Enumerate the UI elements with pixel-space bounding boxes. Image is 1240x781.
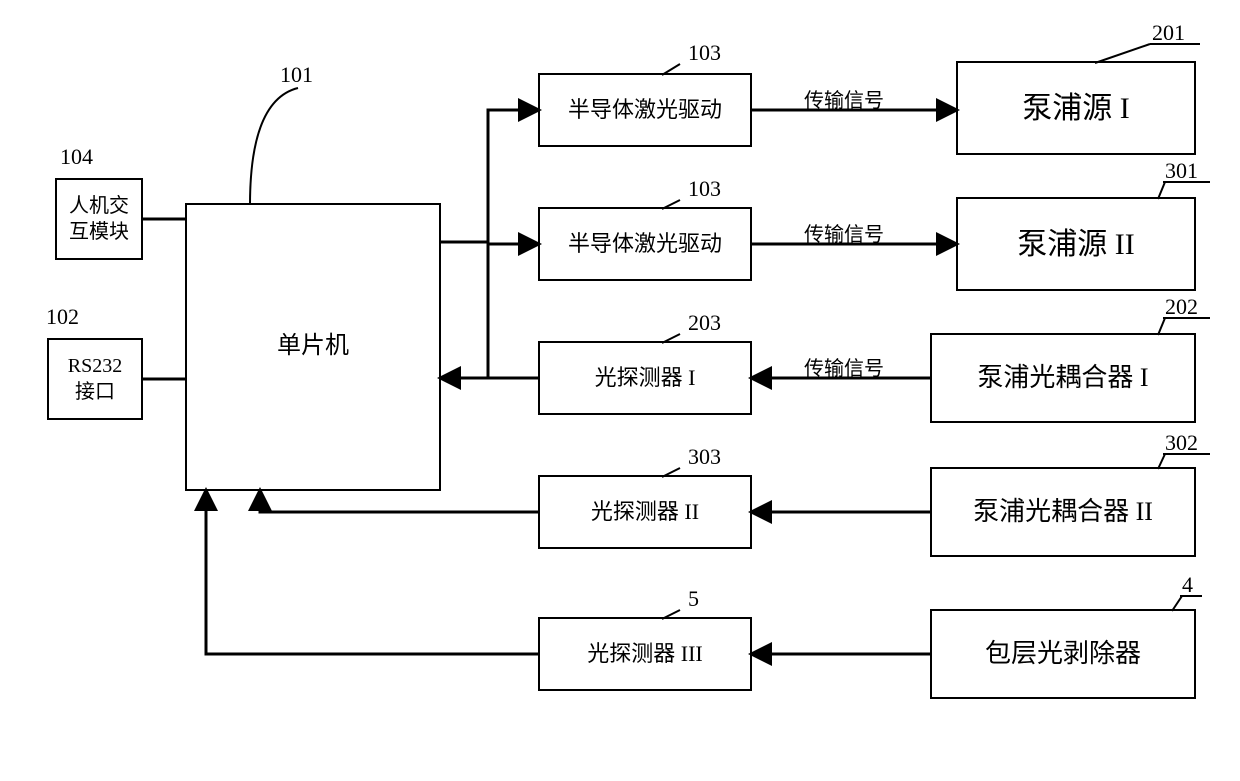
box-pump2: 泵浦源 II	[956, 197, 1196, 291]
ref-pump1: 201	[1152, 20, 1185, 46]
ref-rs232: 102	[46, 304, 79, 330]
ref-driver1-text: 103	[688, 40, 721, 65]
ref-coupler1: 202	[1165, 294, 1198, 320]
box-driver1: 半导体激光驱动	[538, 73, 752, 147]
box-pd3-label: 光探测器 III	[587, 640, 702, 669]
edge-label-driver1-pump1-text: 传输信号	[804, 90, 884, 112]
box-pump1: 泵浦源 I	[956, 61, 1196, 155]
ref-mcu: 101	[280, 62, 313, 88]
edge-label-driver2-pump2-text: 传输信号	[804, 224, 884, 246]
box-stripper-label: 包层光剥除器	[985, 637, 1141, 671]
ref-driver2-text: 103	[688, 176, 721, 201]
ref-pd3-text: 5	[688, 586, 699, 611]
ref-mcu-text: 101	[280, 62, 313, 87]
ref-pd2-text: 303	[688, 444, 721, 469]
ref-driver2: 103	[688, 176, 721, 202]
ref-stripper: 4	[1182, 572, 1193, 598]
box-stripper: 包层光剥除器	[930, 609, 1196, 699]
box-driver2-label: 半导体激光驱动	[568, 230, 722, 259]
ref-pd1-text: 203	[688, 310, 721, 335]
box-driver2: 半导体激光驱动	[538, 207, 752, 281]
ref-coupler1-text: 202	[1165, 294, 1198, 319]
box-rs232: RS232 接口	[47, 338, 143, 420]
edge-mcu-driver1	[441, 110, 538, 242]
box-coupler2-label: 泵浦光耦合器 II	[973, 495, 1153, 529]
ref-pump1-text: 201	[1152, 20, 1185, 45]
box-pd1-label: 光探测器 I	[595, 364, 696, 393]
edge-pd3-mcu	[206, 491, 538, 654]
edge-label-coupler1-pd1: 传输信号	[804, 352, 884, 381]
box-coupler2: 泵浦光耦合器 II	[930, 467, 1196, 557]
ref-driver1: 103	[688, 40, 721, 66]
ref-coupler2-text: 302	[1165, 430, 1198, 455]
edge-label-coupler1-pd1-text: 传输信号	[804, 358, 884, 380]
ref-coupler2: 302	[1165, 430, 1198, 456]
ref-pd2: 303	[688, 444, 721, 470]
box-coupler1: 泵浦光耦合器 I	[930, 333, 1196, 423]
leader-mcu	[250, 88, 298, 205]
box-hmi: 人机交 互模块	[55, 178, 143, 260]
ref-pd3: 5	[688, 586, 699, 612]
ref-rs232-text: 102	[46, 304, 79, 329]
ref-pump2-text: 301	[1165, 158, 1198, 183]
box-rs232-label: RS232 接口	[68, 353, 122, 405]
ref-stripper-text: 4	[1182, 572, 1193, 597]
box-driver1-label: 半导体激光驱动	[568, 96, 722, 125]
box-pd2-label: 光探测器 II	[591, 498, 699, 527]
edge-pd2-mcu	[260, 491, 538, 512]
edge-label-driver1-pump1: 传输信号	[804, 84, 884, 113]
box-pd1: 光探测器 I	[538, 341, 752, 415]
box-mcu: 单片机	[185, 203, 441, 491]
diagram-stage: 单片机 人机交 互模块 RS232 接口 半导体激光驱动 半导体激光驱动 光探测…	[0, 0, 1240, 781]
box-pump1-label: 泵浦源 I	[1022, 89, 1130, 128]
box-pump2-label: 泵浦源 II	[1017, 225, 1134, 264]
ref-pd1: 203	[688, 310, 721, 336]
ref-hmi-text: 104	[60, 144, 93, 169]
box-mcu-label: 单片机	[277, 331, 349, 362]
ref-pump2: 301	[1165, 158, 1198, 184]
box-coupler1-label: 泵浦光耦合器 I	[977, 361, 1148, 395]
edge-label-driver2-pump2: 传输信号	[804, 218, 884, 247]
box-pd3: 光探测器 III	[538, 617, 752, 691]
box-pd2: 光探测器 II	[538, 475, 752, 549]
ref-hmi: 104	[60, 144, 93, 170]
box-hmi-label: 人机交 互模块	[69, 193, 129, 245]
